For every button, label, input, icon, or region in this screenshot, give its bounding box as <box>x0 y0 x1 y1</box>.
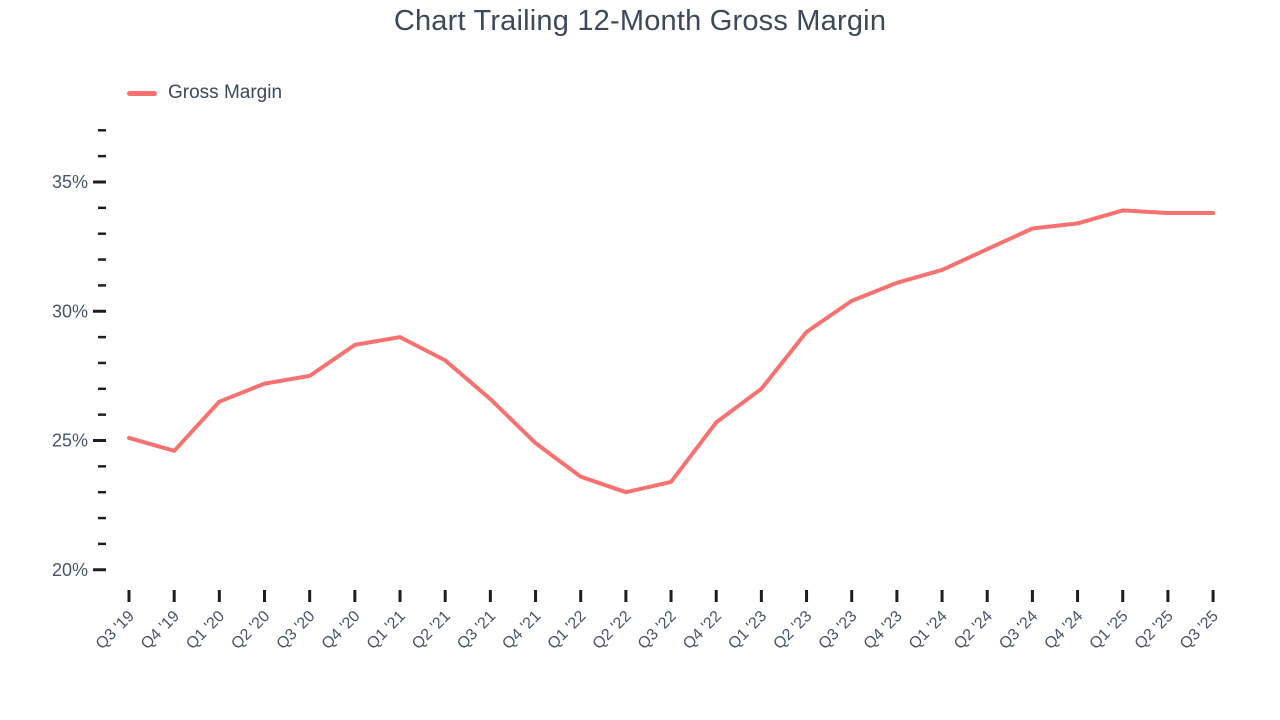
gross-margin-line[interactable] <box>127 208 1216 495</box>
x-tick-label: Q1 '22 <box>545 608 590 653</box>
x-tick-label: Q4 '20 <box>319 608 364 653</box>
x-axis: Q3 '19 Q4 '19 Q1 '20 Q2 '20 Q3 '20 Q4 '20 Q1 '… <box>93 590 1222 653</box>
x-tick-label: Q2 '22 <box>590 608 635 653</box>
x-tick-label: Q4 '23 <box>861 608 906 653</box>
x-tick-label: Q1 '25 <box>1087 608 1132 653</box>
x-tick-label: Q1 '21 <box>364 608 409 653</box>
x-tick-label: Q2 '24 <box>951 608 996 653</box>
line-series-swatch-icon <box>127 90 157 96</box>
x-tick-label: Q4 '24 <box>1041 608 1086 653</box>
x-tick-label: Q3 '24 <box>996 608 1041 653</box>
series-group <box>127 208 1216 495</box>
x-tick-label: Q2 '20 <box>228 608 273 653</box>
x-tick-label: Q3 '19 <box>93 608 138 653</box>
legend-item-gross-margin[interactable]: Gross Margin <box>127 82 282 104</box>
x-tick-label: Q1 '20 <box>183 608 228 653</box>
x-tick-label: Q4 '21 <box>499 608 544 653</box>
x-tick-label: Q3 '23 <box>816 608 861 653</box>
chart-title: Chart Trailing 12-Month Gross Margin <box>393 5 887 37</box>
y-tick-label: 25% <box>52 431 88 451</box>
x-tick-label: Q2 '21 <box>409 608 454 653</box>
x-tick-label: Q1 '24 <box>906 608 951 653</box>
legend-label: Gross Margin <box>168 82 283 103</box>
y-tick-label: 35% <box>52 172 88 192</box>
y-tick-label: 30% <box>52 301 88 321</box>
x-tick-label: Q3 '25 <box>1177 608 1222 653</box>
y-tick-label: 20% <box>52 560 88 580</box>
x-tick-label: Q3 '22 <box>635 608 680 653</box>
y-axis: 20% 25% 30% 35% <box>52 129 106 580</box>
x-tick-label: Q4 '22 <box>680 608 725 653</box>
x-tick-label: Q2 '25 <box>1132 608 1177 653</box>
x-tick-label: Q2 '23 <box>770 608 815 653</box>
x-tick-label: Q1 '23 <box>725 608 770 653</box>
x-tick-label: Q3 '20 <box>274 608 319 653</box>
x-tick-label: Q4 '19 <box>138 608 183 653</box>
x-tick-label: Q3 '21 <box>454 608 499 653</box>
legend: Gross Margin <box>127 82 282 104</box>
